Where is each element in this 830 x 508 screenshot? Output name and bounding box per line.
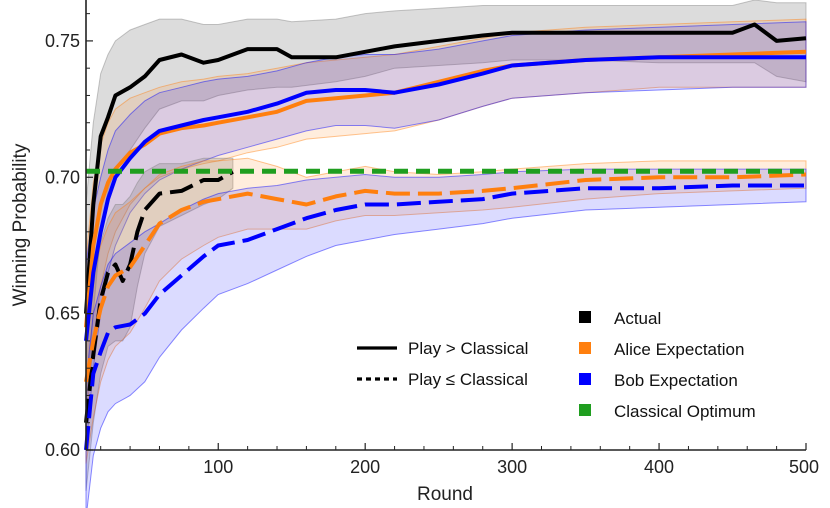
y-tick-label-0.75: 0.75 [45,31,80,51]
legend: Play > Classical Play ≤ Classical Actual… [357,309,756,421]
x-axis-label: Round [417,484,473,505]
series-line-bob-expectation-dotted [84,183,806,451]
band-alice-expectation-dotted [85,157,807,464]
series-line-actual-solid [84,22,807,314]
x-tick-label-500: 500 [789,457,819,477]
band-actual-solid [85,0,807,410]
y-tick-label-0.70: 0.70 [45,167,80,187]
y-axis-label: Winning Probability [10,143,31,306]
legend-label-actual: Actual [614,309,661,328]
y-tick-label-0.65: 0.65 [45,304,80,324]
legend-swatch-bob [579,373,591,385]
legend-swatch-actual [579,311,591,323]
legend-style-solid-label: Play > Classical [408,339,528,358]
legend-label-classical: Classical Optimum [614,402,756,421]
axes: 100 200 300 400 500 0.60 0.65 0.70 0.75 [45,0,819,477]
x-tick-label-400: 400 [644,457,674,477]
legend-label-alice: Alice Expectation [614,340,744,359]
series-line-alice-expectation-dotted [84,172,807,383]
band-alice-expectation-solid [85,18,807,423]
y-tick-label-0.60: 0.60 [45,440,80,460]
x-tick-label-100: 100 [203,457,233,477]
series-lines [84,22,807,451]
series-line-actual-dotted [84,170,234,423]
legend-swatch-alice [579,342,591,354]
x-tick-label-300: 300 [497,457,527,477]
confidence-bands [85,0,807,508]
legend-label-bob: Bob Expectation [614,371,738,390]
band-actual-dotted [85,157,234,491]
legend-style-dotted-label: Play ≤ Classical [408,370,528,389]
series-line-bob-expectation-solid [84,55,806,342]
x-tick-label-200: 200 [350,457,380,477]
legend-swatch-classical [579,404,591,416]
band-bob-expectation-solid [85,21,807,451]
axis-ticks: 100 200 300 400 500 0.60 0.65 0.70 0.75 [45,13,819,477]
